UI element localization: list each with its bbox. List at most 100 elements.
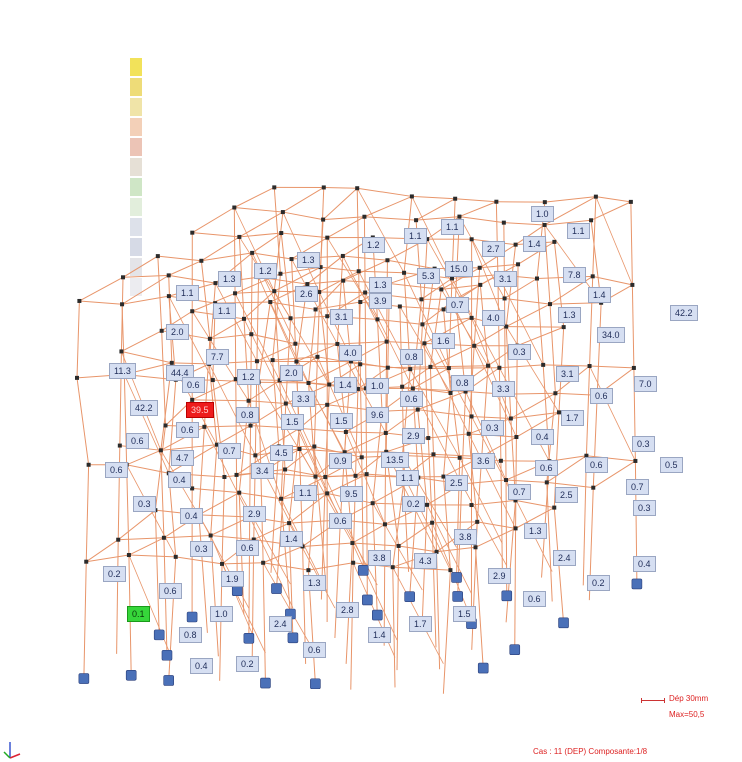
frame-member [423, 343, 429, 439]
displacement-label: 1.9 [221, 571, 244, 587]
displacement-label: 3.8 [454, 529, 477, 545]
displacement-label: 0.6 [590, 388, 613, 404]
frame-node [312, 444, 317, 449]
frame-node [441, 474, 446, 479]
frame-node [207, 336, 212, 341]
frame-member [168, 260, 202, 276]
frame-node [190, 230, 195, 235]
frame-member [192, 487, 240, 494]
frame-node [77, 298, 82, 303]
frame-member [389, 283, 442, 290]
frame-member [116, 539, 119, 654]
frame-member [243, 290, 275, 320]
frame-member [596, 302, 602, 396]
frame-member [461, 479, 507, 485]
frame-member [157, 256, 163, 331]
support-block [451, 572, 462, 583]
frame-member [256, 277, 260, 362]
scale-swatch [130, 158, 142, 176]
frame-node [587, 364, 592, 369]
frame-member [198, 426, 205, 515]
support-block [310, 678, 321, 690]
frame-member [327, 387, 367, 406]
frame-member [200, 260, 211, 339]
frame-member [192, 399, 249, 402]
frame-node [402, 270, 407, 275]
frame-node [305, 282, 310, 287]
frame-node [591, 485, 596, 490]
frame-member [279, 379, 330, 386]
frame-node [498, 458, 503, 463]
frame-member [249, 516, 294, 608]
displacement-label: 1.4 [280, 531, 303, 547]
frame-member [85, 464, 90, 562]
frame-node [237, 490, 242, 495]
frame-node [237, 234, 242, 239]
frame-member [411, 195, 456, 200]
frame-member [308, 309, 317, 384]
frame-member [238, 236, 245, 319]
frame-node [469, 237, 474, 242]
frame-node [323, 474, 328, 479]
displacement-label: 42.2 [670, 305, 698, 321]
frame-member [352, 523, 386, 544]
frame-member [355, 388, 359, 476]
displacement-label: 0.3 [633, 500, 656, 516]
frame-member [163, 534, 211, 539]
displacement-label: 1.5 [330, 413, 353, 429]
frame-node [359, 455, 364, 460]
displacement-label: 1.1 [441, 219, 464, 235]
displacement-label: 0.3 [133, 496, 156, 512]
support-block [477, 662, 489, 674]
frame-member [79, 300, 123, 305]
frame-node [270, 358, 275, 363]
frame-member [201, 252, 253, 262]
support-block [501, 590, 513, 602]
frame-node [363, 290, 368, 295]
frame-node [544, 480, 549, 485]
frame-member [256, 343, 296, 362]
displacement-label: 1.2 [362, 237, 385, 253]
frame-node [457, 455, 462, 460]
frame-member [251, 539, 255, 664]
frame-member [215, 282, 258, 362]
xyz-axis-icon [3, 742, 21, 759]
frame-node [283, 467, 288, 472]
displacement-label: 1.4 [588, 287, 611, 303]
displacement-label: 1.5 [453, 606, 476, 622]
frame-member [262, 545, 303, 564]
frame-member [327, 216, 365, 239]
displacement-label: 0.8 [236, 407, 259, 423]
scale-swatch [130, 78, 142, 96]
frame-member [544, 196, 596, 203]
frame-member [337, 341, 387, 345]
frame-member [128, 554, 176, 558]
frame-member [296, 343, 338, 362]
frame-member [258, 382, 262, 473]
frame-member [352, 542, 398, 641]
max-displacement-label: 39.5 [186, 402, 214, 418]
frame-member [118, 537, 164, 541]
frame-member [515, 437, 517, 529]
frame-member [416, 216, 460, 221]
displacement-label: 4.5 [270, 445, 293, 461]
displacement-label: 1.7 [561, 410, 584, 426]
displacement-label: 15.0 [445, 261, 473, 277]
frame-node [370, 501, 375, 506]
frame-member [122, 255, 159, 278]
frame-member [248, 400, 286, 405]
displacement-label: 0.4 [180, 508, 203, 524]
frame-node [548, 302, 553, 307]
frame-member [392, 476, 405, 568]
frame-member [357, 187, 412, 197]
frame-member [442, 392, 452, 477]
frame-member [506, 479, 547, 483]
frame-member [273, 291, 281, 381]
displacement-label: 1.0 [210, 606, 233, 622]
frame-node [341, 278, 346, 283]
displacement-label: 0.5 [660, 457, 683, 473]
frame-node [431, 452, 436, 457]
frame-member [243, 318, 250, 401]
frame-member [589, 365, 634, 369]
frame-member [364, 292, 367, 389]
